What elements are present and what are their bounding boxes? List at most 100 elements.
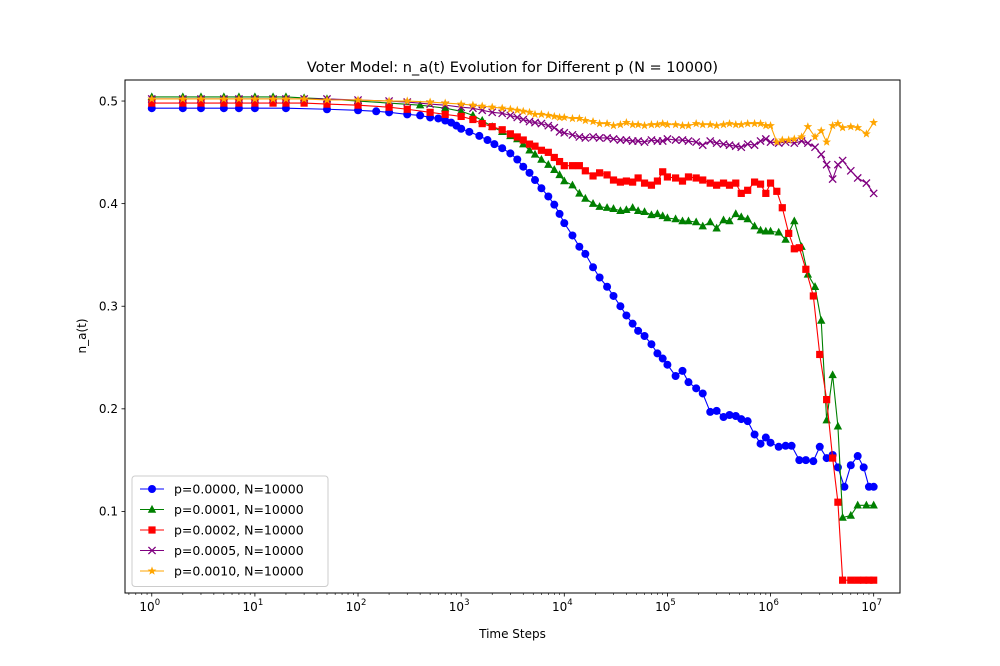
data-point — [756, 180, 765, 188]
data-point — [725, 216, 734, 225]
data-point — [640, 207, 649, 216]
chart-title: Voter Model: n_a(t) Evolution for Differ… — [307, 60, 718, 76]
y-axis-label: n_a(t) — [75, 318, 89, 353]
data-point — [839, 576, 847, 584]
legend-label: p=0.0002, N=10000 — [174, 523, 304, 538]
legend-item: p=0.0001, N=10000 — [140, 502, 304, 517]
data-point — [634, 136, 643, 146]
data-point — [299, 94, 309, 103]
data-point — [568, 180, 577, 189]
data-point — [469, 115, 477, 124]
data-point — [658, 136, 667, 146]
data-point — [750, 221, 759, 230]
data-point — [555, 157, 564, 166]
data-point — [840, 482, 849, 491]
data-point — [603, 282, 612, 291]
data-point — [797, 132, 806, 141]
data-point — [678, 216, 687, 225]
data-point — [402, 96, 412, 105]
data-point — [512, 105, 522, 114]
data-point — [525, 107, 534, 117]
data-point — [588, 116, 598, 126]
data-point — [663, 120, 672, 129]
data-point — [300, 99, 308, 107]
x-axis-label: Time Steps — [478, 627, 546, 641]
data-point — [441, 110, 449, 118]
data-point — [544, 192, 553, 201]
data-point — [179, 99, 187, 107]
data-point — [698, 120, 708, 129]
data-point — [803, 269, 813, 278]
data-point — [712, 223, 721, 232]
data-point — [588, 132, 598, 142]
data-point — [478, 106, 487, 115]
data-point — [699, 176, 707, 184]
data-point — [761, 433, 770, 442]
data-point — [581, 193, 590, 202]
data-point — [647, 120, 656, 129]
data-point — [537, 184, 546, 193]
data-point — [560, 219, 569, 228]
data-point — [403, 105, 411, 113]
data-point — [822, 160, 831, 169]
data-point — [550, 165, 559, 173]
data-point — [691, 119, 701, 128]
data-point — [713, 181, 721, 189]
data-point — [817, 150, 826, 159]
data-point — [498, 126, 506, 134]
data-point — [178, 94, 188, 103]
data-point — [671, 214, 680, 223]
data-point — [750, 141, 759, 150]
y-tick-label: 0.4 — [99, 197, 118, 211]
data-point — [869, 500, 878, 509]
data-point — [847, 576, 855, 584]
data-point — [774, 227, 783, 236]
x-tick-label: 103 — [449, 598, 470, 614]
data-point — [559, 112, 569, 122]
data-point — [622, 311, 631, 320]
data-point — [475, 131, 484, 140]
data-point — [801, 456, 810, 465]
legend-marker — [147, 566, 157, 575]
data-point — [756, 119, 765, 128]
data-point — [487, 102, 497, 111]
data-point — [537, 109, 546, 119]
data-point — [616, 178, 624, 186]
data-point — [705, 120, 715, 129]
data-point — [750, 430, 759, 439]
data-point — [816, 350, 824, 359]
data-point — [219, 94, 229, 103]
data-point — [640, 331, 649, 340]
data-point — [555, 209, 564, 218]
data-point — [853, 452, 862, 461]
data-point — [743, 119, 753, 128]
data-point — [544, 148, 552, 156]
data-point — [574, 113, 584, 123]
data-point — [870, 576, 878, 584]
data-point — [790, 216, 799, 225]
data-point — [744, 186, 752, 194]
data-point — [828, 174, 837, 184]
data-point — [531, 142, 539, 150]
data-point — [322, 95, 332, 104]
data-point — [589, 263, 598, 272]
y-tick-label: 0.2 — [99, 402, 118, 416]
data-point — [684, 136, 693, 146]
data-point — [822, 137, 832, 146]
data-point — [628, 319, 637, 328]
data-point — [497, 103, 507, 112]
data-point — [647, 340, 656, 349]
data-point — [537, 146, 546, 154]
data-point — [731, 209, 740, 218]
data-point — [550, 123, 559, 132]
data-point — [647, 210, 656, 219]
data-point — [220, 99, 228, 107]
data-point — [869, 189, 878, 198]
data-point — [440, 98, 450, 107]
data-point — [609, 204, 618, 212]
data-point — [692, 384, 701, 393]
data-point — [589, 172, 597, 180]
data-point — [719, 215, 728, 224]
data-point — [828, 370, 837, 379]
data-point — [790, 139, 799, 148]
